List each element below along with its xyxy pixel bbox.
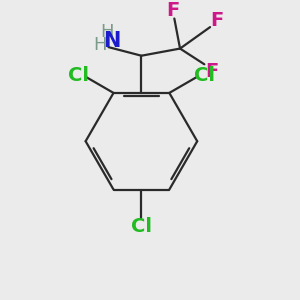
Text: F: F — [205, 62, 218, 81]
Text: Cl: Cl — [68, 66, 89, 85]
Text: H: H — [93, 36, 107, 54]
Text: H: H — [100, 23, 114, 41]
Text: Cl: Cl — [194, 66, 215, 85]
Text: N: N — [103, 31, 120, 51]
Text: F: F — [211, 11, 224, 30]
Text: F: F — [166, 1, 179, 20]
Text: Cl: Cl — [131, 217, 152, 236]
